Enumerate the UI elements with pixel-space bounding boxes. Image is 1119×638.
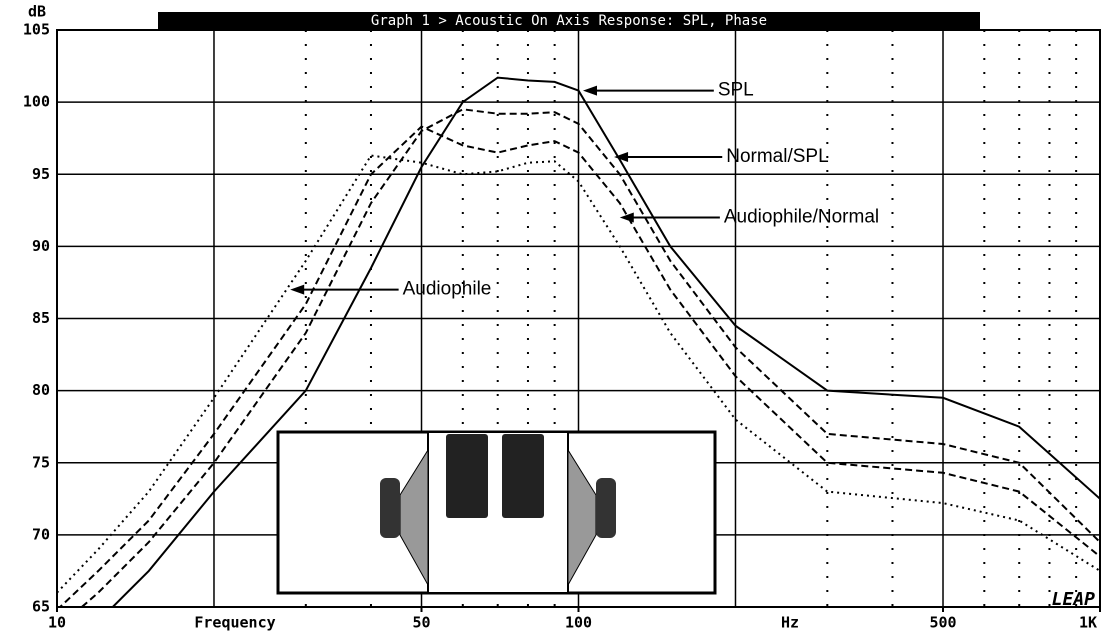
series-line: [111, 76, 1100, 607]
x-axis-label: Frequency: [194, 614, 275, 632]
plot-frame: [56, 29, 1101, 608]
y-tick-label: 95: [32, 165, 50, 183]
y-tick-label: 80: [32, 381, 50, 399]
arrow-head: [614, 151, 629, 162]
annotation: Audiophile/Normal: [724, 207, 879, 228]
x-tick-label: 50: [412, 614, 430, 632]
annotation: Audiophile: [403, 279, 492, 300]
series-line: [58, 125, 1100, 607]
logo: LEAP: [1052, 589, 1096, 610]
lines: [57, 76, 1100, 607]
chart-title: Graph 1 > Acoustic On Axis Response: SPL…: [371, 13, 767, 29]
y-tick-label: 75: [32, 453, 50, 471]
x-tick-label: 500: [929, 614, 956, 632]
y-tick-label: 90: [32, 237, 50, 255]
y-tick-label: 65: [32, 598, 50, 616]
y-tick-label: 70: [32, 525, 50, 543]
x-tick-label: 100: [565, 614, 592, 632]
arrow-head: [290, 284, 305, 295]
annotation: SPL: [718, 80, 754, 101]
y-axis-label: dB: [28, 3, 46, 21]
x-axis-unit: Hz: [781, 614, 799, 632]
x-tick-label: 1K: [1079, 614, 1097, 632]
arrow-head: [582, 85, 597, 96]
title-bar: [158, 12, 980, 30]
annotation: Normal/SPL: [726, 146, 828, 167]
y-tick-label: 85: [32, 309, 50, 327]
arrow-head: [619, 212, 634, 223]
y-tick-label: 105: [23, 21, 50, 39]
x-tick-label: 10: [48, 614, 66, 632]
speaker-inset: [276, 430, 717, 595]
y-tick-label: 100: [23, 93, 50, 111]
